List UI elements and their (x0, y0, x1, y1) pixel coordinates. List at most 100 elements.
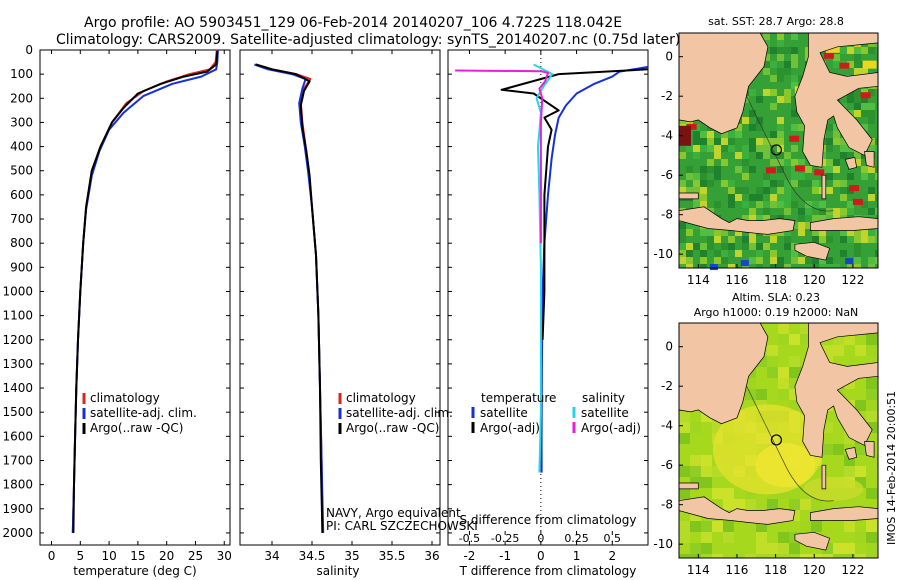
sst-field-cell (840, 187, 847, 194)
sla-field-cell (789, 499, 800, 510)
sst-field-cell (770, 257, 777, 264)
sst-field-cell (728, 187, 735, 194)
sst-field-cell (819, 208, 826, 215)
s-difference-x-axis: -0.5 -0.25 0 0.25 0.5 (459, 531, 621, 545)
sla-field-cell (866, 422, 877, 433)
sla-field-cell (833, 543, 844, 554)
x-tick-label: 5 (76, 549, 84, 563)
sla-field-cell (866, 543, 877, 554)
sst-field-cell (840, 194, 847, 201)
sst-field-cell (812, 201, 819, 208)
sst-field-cell (784, 159, 791, 166)
sst-field-cell (805, 180, 812, 187)
sla-field-cell (866, 345, 877, 356)
sst-field-cell (854, 110, 861, 117)
sst-field-cell (840, 180, 847, 187)
sla-field-cell (745, 554, 756, 558)
sst-field-cell (742, 152, 749, 159)
sst-field-cell (756, 201, 763, 208)
sla-field-cell (789, 334, 800, 345)
sst-field-cell (854, 236, 861, 243)
sulawesi-landmass (794, 32, 879, 168)
sst-field-cell (854, 159, 861, 166)
sst-field-cell (868, 166, 875, 173)
s-tick-label: -0.25 (491, 532, 519, 545)
sst-field-cell (700, 201, 707, 208)
sst-field-cell (805, 222, 812, 229)
sst-field-cell (840, 236, 847, 243)
sst-hot-spot (814, 169, 825, 176)
x-tick-label: 0 (537, 549, 545, 563)
sst-field-cell (763, 54, 770, 61)
navy-annotation: NAVY, Argo equivalent (326, 506, 461, 520)
depth-tick-label: 800 (10, 236, 33, 250)
sst-field-cell (812, 257, 819, 264)
sst-field-cell (770, 138, 777, 145)
x-tick-label: 1 (573, 549, 581, 563)
sst-field-cell (826, 208, 833, 215)
sst-field-cell (749, 215, 756, 222)
sst-field-cell (742, 187, 749, 194)
sla-field-cell (800, 334, 811, 345)
sst-field-cell (840, 138, 847, 145)
sst-field-cell (693, 152, 700, 159)
sst-field-cell (770, 103, 777, 110)
sst-field-cell (700, 166, 707, 173)
sst-hot-spot (849, 185, 860, 192)
legend-label: satellite (480, 406, 528, 420)
sst-field-cell (875, 194, 878, 201)
map-y-tick-label: 0 (665, 50, 673, 64)
sst-field-cell (798, 180, 805, 187)
depth-tick-label: 1800 (2, 478, 33, 492)
sulawesi-landmass (794, 322, 879, 458)
sst-field-cell (826, 138, 833, 145)
legend-label: climatology (90, 391, 160, 405)
sst-field-cell (763, 215, 770, 222)
sst-field-cell (679, 264, 686, 268)
sst-field-cell (777, 201, 784, 208)
sst-field-cell (700, 194, 707, 201)
sla-field-cell (756, 543, 767, 554)
map-y-tick-label: -2 (661, 379, 673, 393)
sla-field-cell (679, 532, 690, 543)
sst-field-cell (868, 89, 875, 96)
sst-field-cell (791, 201, 798, 208)
sla-field-cell (789, 532, 800, 543)
sla-field-cell (855, 466, 866, 477)
sst-field-cell (854, 103, 861, 110)
depth-tick-label: 1600 (2, 429, 33, 443)
sst-field-cell (875, 236, 878, 243)
sla-map: 114 116 118 120 122 0 -2 -4 -6 -8 -10 (653, 322, 879, 577)
sst-field-cell (847, 47, 854, 54)
small-island (844, 446, 858, 460)
small-island (864, 441, 875, 458)
sst-field-cell (784, 229, 791, 236)
sla-field-cell (811, 499, 822, 510)
sst-field-cell (854, 243, 861, 250)
sst-field-cell (812, 264, 819, 268)
sst-warm-patch (862, 60, 877, 69)
sst-field-cell (728, 180, 735, 187)
sst-cool-patch (845, 258, 854, 265)
sst-field-cell (784, 68, 791, 75)
sla-field-cell (778, 378, 789, 389)
sst-field-cell (756, 152, 763, 159)
sla-field-cell (690, 521, 701, 532)
sla-field-cell (690, 510, 701, 521)
sst-field-cell (679, 257, 686, 264)
sla-field-cell (756, 389, 767, 400)
sst-field-cell (777, 187, 784, 194)
s-difference-xlabel: S difference from climatology (460, 513, 637, 527)
salinity-x-axis: 34 34.5 35 35.5 36 (264, 50, 440, 563)
sst-field-cell (847, 264, 854, 268)
sla-field-cell (756, 532, 767, 543)
sla-field-cell (844, 554, 855, 558)
sst-field-cell (798, 124, 805, 131)
sst-field-cell (735, 124, 742, 131)
legend-label: Argo(..raw -QC) (346, 421, 439, 435)
sla-field-cell (679, 488, 690, 499)
sst-field-cell (686, 257, 693, 264)
sst-field-cell (812, 236, 819, 243)
sst-field-cell (756, 124, 763, 131)
sst-field-cell (728, 194, 735, 201)
